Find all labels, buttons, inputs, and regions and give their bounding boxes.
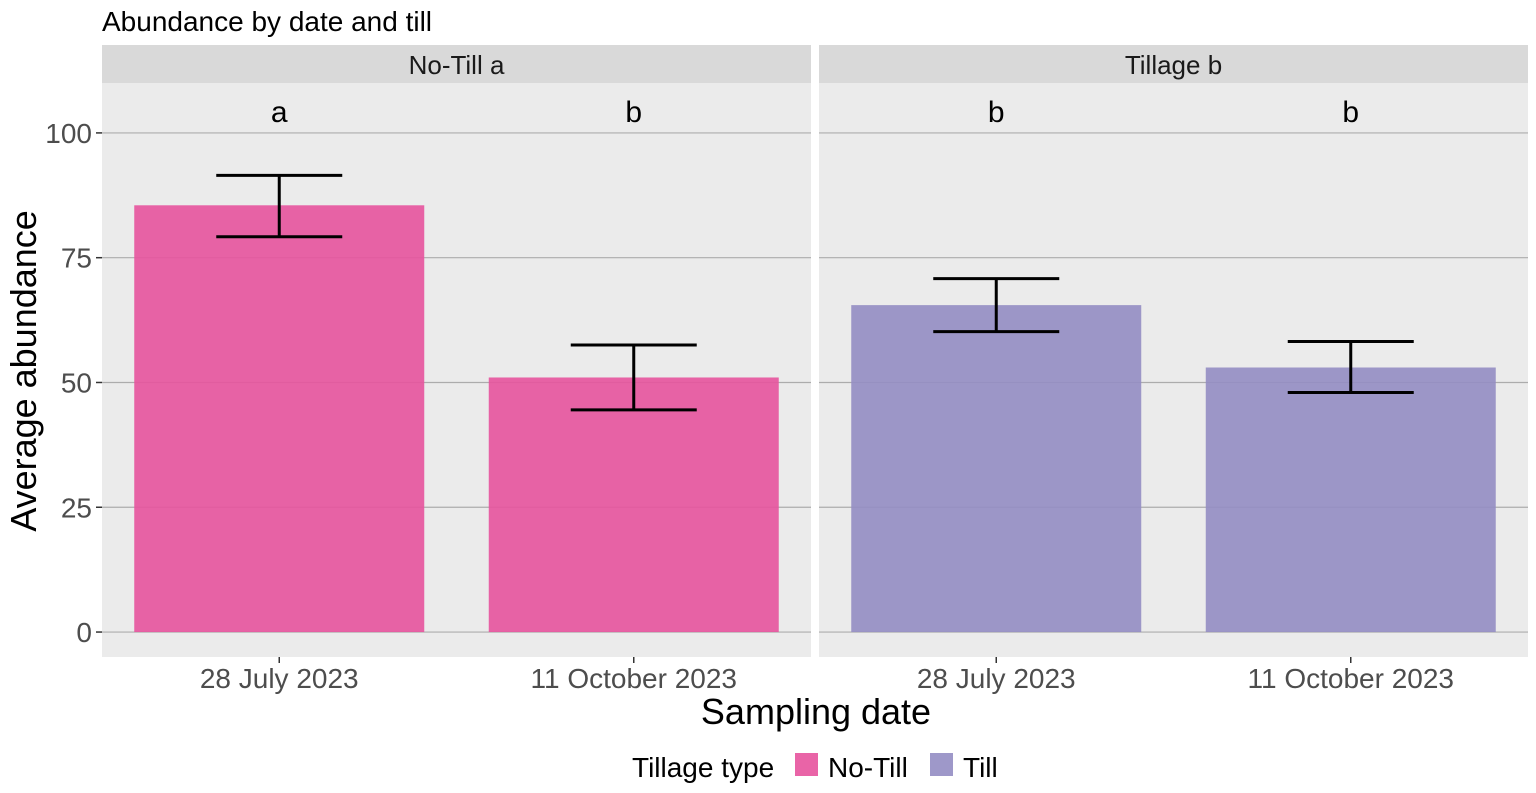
y-tick-label: 0 [76,617,92,648]
legend-label: Till [963,752,998,783]
x-tick-label: 28 July 2023 [917,663,1076,694]
chart-title: Abundance by date and till [102,6,432,37]
legend-label: No-Till [828,752,908,783]
facet-strip [819,45,1528,83]
y-tick-label: 50 [61,367,92,398]
panel-2: Tillage b b 28 July 2023 b 11 October 2023 [819,45,1528,694]
significance-letter: b [988,96,1005,129]
x-axis-title: Sampling date [701,691,931,732]
y-axis-title: Average abundance [3,210,44,532]
error-bar [1287,340,1414,394]
facet-strip [102,45,811,83]
legend: Tillage type No-Till Till [632,752,998,783]
y-tick-label: 75 [61,243,92,274]
x-tick-label: 11 October 2023 [530,663,737,694]
bar [134,205,425,633]
significance-letter: a [271,96,288,129]
x-tick-label: 28 July 2023 [200,663,359,694]
error-bar [216,173,343,239]
significance-letter: b [625,96,642,129]
y-tick-label: 100 [45,118,92,149]
bar [1205,367,1496,633]
legend-key [795,753,818,776]
error-bar [570,343,697,412]
y-tick-label: 25 [61,492,92,523]
significance-letter: b [1342,96,1359,129]
error-bar [933,277,1060,334]
x-tick-label: 11 October 2023 [1247,663,1454,694]
facet-strip-label: Tillage b [1125,50,1222,80]
facet-strip-label: No-Till a [409,50,505,80]
y-axis: 0 25 50 75 100 [45,118,102,648]
panel-1: No-Till a a 28 July 2023 b 11 October 2023 [102,45,811,694]
bar [488,377,779,633]
legend-key [930,753,953,776]
legend-title: Tillage type [632,752,774,783]
bar [851,305,1142,633]
